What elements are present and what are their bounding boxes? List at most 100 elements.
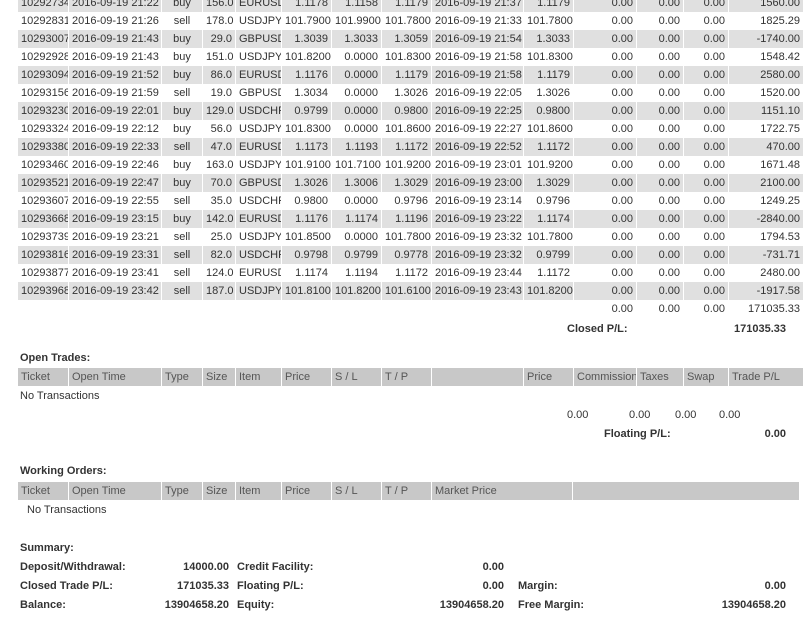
stop-loss-cell: 101.9900 — [335, 15, 381, 27]
type-cell: sell — [173, 231, 191, 243]
column-header: Market Price — [432, 482, 572, 500]
close-price-cell: 101.7800 — [527, 231, 573, 243]
open-time-cell: 2016-09-19 23:42 — [69, 282, 161, 300]
type-cell: buy — [162, 30, 202, 48]
open-price-cell: 0.9800 — [294, 195, 328, 207]
take-profit-cell: 1.1196 — [382, 210, 431, 228]
item-cell: USDCHF — [236, 102, 281, 120]
empty-cell — [282, 300, 331, 318]
take-profit-cell: 1.1179 — [382, 66, 431, 84]
taxes-cell: 0.00 — [637, 66, 683, 84]
size-cell: 70.0 — [203, 174, 235, 192]
ticket-cell: 10293094 — [18, 66, 68, 84]
item-cell: EURUSD — [236, 210, 281, 228]
total-commission: 0.00 — [611, 303, 633, 315]
taxes-cell: 0.00 — [658, 159, 680, 171]
commission-cell: 0.00 — [574, 210, 636, 228]
open-price-cell: 1.1174 — [295, 267, 328, 279]
open-price-cell: 101.8100 — [282, 282, 331, 300]
item-cell: USDCHF — [236, 246, 281, 264]
closed-pl-value: 171035.33 — [734, 323, 786, 335]
closed-trades-table: 10292734 2016-09-19 21:22 buy 156.0 EURUSD 1.… — [17, 0, 804, 318]
close-time-cell: 2016-09-19 21:58 — [435, 51, 522, 63]
size-cell: 124.0 — [206, 267, 234, 279]
ticket-cell: 10293816 — [18, 246, 68, 264]
swap-cell: 0.00 — [703, 51, 725, 63]
open-price-cell: 0.9798 — [282, 246, 331, 264]
commission-cell: 0.00 — [574, 30, 636, 48]
ticket-cell: 10293324 — [21, 123, 68, 135]
swap-cell: 0.00 — [684, 246, 728, 264]
size-cell: 35.0 — [210, 195, 232, 207]
open-pl-total: 0.00 — [719, 409, 741, 421]
column-header: Item — [236, 482, 281, 500]
taxes-cell: 0.00 — [658, 87, 680, 99]
take-profit-cell: 1.1179 — [382, 0, 431, 12]
stop-loss-cell: 0.0000 — [344, 231, 378, 243]
open-time-cell: 2016-09-19 21:22 — [69, 0, 161, 12]
size-cell: 82.0 — [203, 246, 235, 264]
take-profit-cell: 101.8300 — [385, 51, 431, 63]
profit-cell: 1560.00 — [729, 0, 803, 12]
credit-value: 0.00 — [482, 561, 504, 573]
close-time-cell: 2016-09-19 22:25 — [432, 102, 523, 120]
take-profit-cell: 101.8600 — [385, 123, 431, 135]
type-cell: buy — [162, 174, 202, 192]
take-profit-cell: 101.7800 — [385, 231, 431, 243]
taxes-cell: 0.00 — [658, 231, 680, 243]
column-header — [573, 482, 799, 500]
commission-cell: 0.00 — [611, 123, 633, 135]
size-cell: 47.0 — [203, 138, 235, 156]
take-profit-cell: 0.9800 — [382, 102, 431, 120]
size-cell: 163.0 — [206, 159, 234, 171]
swap-cell: 0.00 — [703, 159, 725, 171]
item-cell: EURUSD — [236, 0, 281, 12]
empty-cell — [236, 300, 281, 318]
item-cell: GBPUSD — [236, 30, 281, 48]
swap-cell: 0.00 — [684, 282, 728, 300]
commission-cell: 0.00 — [574, 102, 636, 120]
column-header: Price — [282, 368, 331, 386]
close-price-cell: 101.8600 — [527, 123, 573, 135]
size-cell: 19.0 — [210, 87, 232, 99]
open-price-cell: 1.3034 — [294, 87, 328, 99]
stop-loss-cell: 101.8200 — [332, 282, 381, 300]
close-price-cell: 0.9796 — [536, 195, 570, 207]
stop-loss-cell: 0.0000 — [332, 66, 381, 84]
profit-cell: 2480.00 — [760, 267, 800, 279]
free-margin-label: Free Margin: — [518, 599, 585, 611]
column-header: S / L — [332, 482, 381, 500]
credit-label: Credit Facility: — [237, 561, 314, 573]
size-cell: 129.0 — [203, 102, 235, 120]
swap-cell: 0.00 — [684, 102, 728, 120]
swap-cell: 0.00 — [684, 0, 728, 12]
ticket-cell: 10293230 — [18, 102, 68, 120]
column-header — [432, 368, 523, 386]
item-cell: USDJPY — [239, 231, 281, 243]
take-profit-cell: 1.1172 — [395, 267, 428, 279]
item-cell: USDJPY — [239, 15, 281, 27]
type-cell: sell — [173, 87, 191, 99]
close-price-cell: 101.9200 — [527, 159, 573, 171]
close-time-cell: 2016-09-19 22:27 — [435, 123, 522, 135]
trade-row: 10293380 2016-09-19 22:33 sell 47.0 EURUSD 1.… — [18, 138, 803, 156]
item-cell: USDJPY — [239, 159, 281, 171]
trade-row: 10293816 2016-09-19 23:31 sell 82.0 USDCHF 0.… — [18, 246, 803, 264]
taxes-cell: 0.00 — [637, 174, 683, 192]
taxes-cell: 0.00 — [637, 246, 683, 264]
type-cell: buy — [173, 123, 191, 135]
close-price-cell: 0.9800 — [524, 102, 573, 120]
close-price-cell: 1.1179 — [524, 0, 573, 12]
ticket-cell: 10293521 — [18, 174, 68, 192]
taxes-cell: 0.00 — [658, 51, 680, 63]
empty-cell — [18, 300, 68, 318]
closed-trade-pl-label: Closed Trade P/L: — [20, 580, 113, 592]
close-price-cell: 101.8200 — [524, 282, 573, 300]
take-profit-cell: 0.9796 — [394, 195, 428, 207]
profit-cell: 1825.29 — [760, 15, 800, 27]
swap-cell: 0.00 — [684, 174, 728, 192]
profit-cell: 1548.42 — [760, 51, 800, 63]
open-time-cell: 2016-09-19 22:01 — [69, 102, 161, 120]
commission-cell: 0.00 — [574, 282, 636, 300]
